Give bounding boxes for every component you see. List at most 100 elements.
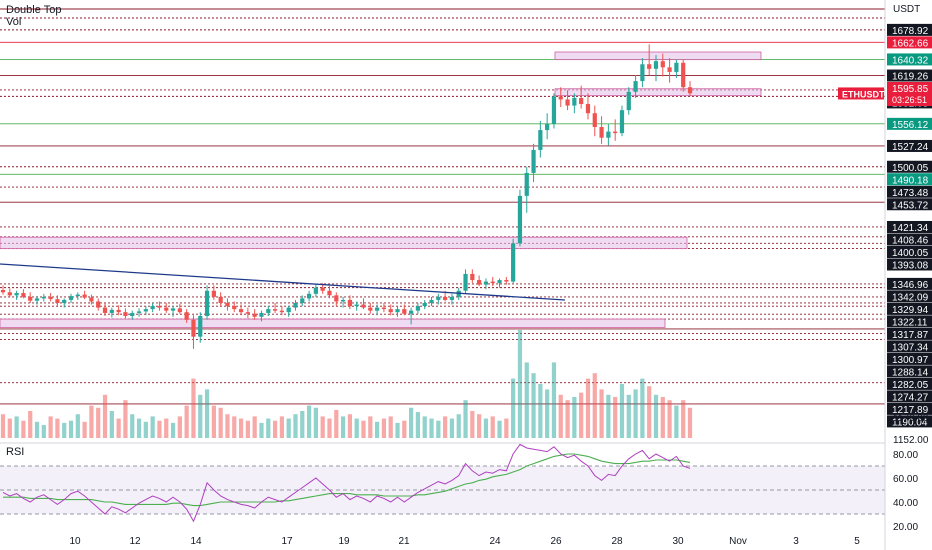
- candle-body: [531, 149, 536, 173]
- volume-bar: [388, 416, 393, 438]
- price-label: 1329.94: [892, 305, 929, 316]
- candle-body: [463, 273, 468, 291]
- price-label-background: [887, 53, 932, 66]
- candle-body: [170, 308, 176, 311]
- volume-bar: [272, 420, 278, 438]
- candle-body: [198, 316, 203, 337]
- volume-bar: [68, 420, 74, 438]
- volume-bar: [41, 425, 46, 438]
- volume-bar: [477, 414, 482, 438]
- volume-bar: [497, 420, 502, 438]
- candle-body: [681, 62, 686, 88]
- zone-rectangle: [0, 318, 666, 328]
- candle-body: [517, 195, 523, 244]
- volume-bar: [21, 420, 26, 438]
- candle-body: [150, 306, 155, 310]
- volume-bar: [313, 407, 318, 438]
- candle-body: [599, 127, 604, 138]
- rsi-legend[interactable]: RSI: [6, 446, 25, 458]
- candle-body: [191, 319, 196, 337]
- volume-bar: [225, 414, 230, 438]
- volume-bar: [381, 418, 387, 438]
- candle-body: [660, 61, 665, 68]
- candle-body: [266, 309, 271, 313]
- volume-bar: [218, 407, 223, 438]
- candle-body: [0, 289, 6, 293]
- volume-bar: [266, 418, 271, 438]
- candle-body: [218, 296, 223, 303]
- candle-body: [381, 307, 387, 310]
- volume-bar: [123, 400, 128, 438]
- volume-bar: [368, 416, 373, 438]
- candle-body: [62, 299, 67, 303]
- price-label: 1473.48: [892, 188, 929, 199]
- volume-bar: [599, 389, 604, 438]
- price-label-background: [887, 139, 932, 152]
- volume-bar: [204, 389, 210, 438]
- candle-body: [130, 312, 135, 317]
- zone-rectangle: [554, 88, 762, 97]
- price-label: 1288.14: [892, 367, 929, 378]
- candle-body: [96, 301, 101, 308]
- volume-bar: [402, 420, 407, 438]
- price-label-background: [887, 220, 932, 233]
- candle-body: [55, 299, 60, 303]
- price-label-background: [887, 23, 932, 36]
- candle-body: [41, 296, 46, 299]
- candle-body: [490, 281, 495, 284]
- candle-body: [545, 123, 550, 131]
- volume-bar: [667, 400, 672, 438]
- price-label: 1500.05: [892, 163, 929, 174]
- price-label: 1342.09: [892, 292, 929, 303]
- price-tick-label: 1176.00: [893, 413, 929, 424]
- candle-body: [164, 307, 169, 311]
- price-label: 1190.04: [892, 417, 928, 428]
- candle-body: [558, 96, 563, 100]
- volume-bar: [449, 418, 455, 438]
- candle-body: [619, 110, 625, 134]
- volume-bar: [660, 396, 665, 438]
- candle-body: [34, 298, 40, 301]
- volume-bar: [28, 411, 33, 438]
- time-axis: 10 12 14 17 19 21 24 26 28 30 Nov 3 5: [69, 536, 860, 547]
- trendline[interactable]: [0, 263, 566, 301]
- candle-body: [409, 310, 414, 314]
- volume-legend[interactable]: Vol: [6, 16, 22, 28]
- candle-body: [585, 104, 591, 114]
- candle-body: [123, 312, 128, 317]
- volume-bar: [456, 414, 461, 438]
- candle-body: [184, 312, 189, 320]
- candle-body: [313, 287, 318, 294]
- candle-body: [252, 313, 257, 317]
- volume-bar: [511, 378, 516, 438]
- volume-bar: [286, 418, 291, 438]
- time-tick-label: 14: [190, 536, 202, 547]
- volume-bar: [82, 421, 87, 438]
- volume-bar: [164, 418, 169, 438]
- volume-bar: [232, 416, 237, 438]
- volume-bar: [347, 414, 353, 438]
- last-price-label: 1595.85: [892, 84, 929, 95]
- price-label-background: [887, 402, 932, 415]
- candle-body: [647, 64, 652, 69]
- candle-body: [449, 296, 455, 300]
- price-label-background: [887, 117, 932, 130]
- price-label: 1556.12: [892, 120, 929, 131]
- volume-bar: [538, 384, 543, 438]
- volume-bar: [320, 416, 325, 438]
- price-label-background: [887, 315, 932, 328]
- volume-bar: [340, 416, 346, 438]
- candle-body: [82, 294, 87, 298]
- candle-body: [415, 306, 421, 311]
- candle-body: [368, 307, 373, 311]
- volume-bar: [483, 418, 489, 438]
- time-tick-label: 24: [489, 536, 501, 547]
- volume-bar: [504, 418, 509, 438]
- time-tick-label: 10: [69, 536, 81, 547]
- price-label-background: [887, 198, 932, 211]
- indicator-legend[interactable]: Double Top: [6, 4, 62, 16]
- candle-body: [340, 299, 346, 302]
- volume-bar: [211, 405, 216, 438]
- volume-bar: [75, 414, 80, 438]
